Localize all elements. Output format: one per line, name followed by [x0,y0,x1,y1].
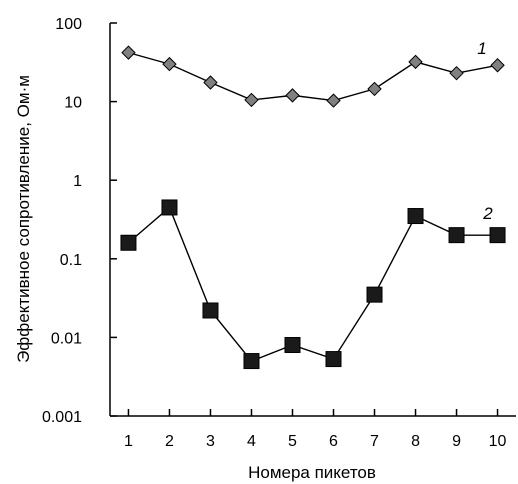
series-2-point [120,234,137,251]
series-1-point [203,75,218,90]
series-1-point [326,93,341,108]
x-ticks: 1 2 3 4 5 6 7 8 9 10 [124,409,507,450]
series-1-point [408,54,423,70]
y-tick-label: 0.1 [60,252,82,269]
series-2-point [284,337,301,354]
series-2-point [325,351,342,368]
series-1-point [367,81,382,97]
x-tick-label: 1 [124,433,133,450]
y-tick-label: 0.001 [42,409,82,426]
x-tick-label: 3 [206,433,215,450]
series-label-1: 1 [477,39,486,58]
x-tick-label: 2 [165,433,174,450]
x-tick-label: 10 [489,433,507,450]
series-2-point [489,227,506,244]
series-1-point [162,56,177,72]
series-2-point [366,286,383,303]
y-tick-label: 0.01 [51,330,82,347]
x-tick-label: 8 [411,433,420,450]
x-tick-label: 7 [370,433,379,450]
series-2-point [161,199,178,216]
series-2-line [127,206,498,362]
series-2-point [202,302,219,319]
series-1-point [285,88,300,103]
x-tick-label: 9 [452,433,461,450]
series-2-point [407,208,424,225]
series-label-2: 2 [482,204,493,223]
y-axis-title: Эффективное сопротивление, Ом·м [14,75,33,363]
series-1-point [244,92,259,108]
x-tick-label: 6 [329,433,338,450]
y-tick-label: 1 [73,173,82,190]
y-tick-label: 10 [64,95,82,112]
y-tick-label: 100 [55,16,82,33]
series-1-line [128,51,498,102]
x-tick-label: 4 [247,433,256,450]
series-layer [120,45,506,370]
x-axis-title: Номера пикетов [248,463,376,482]
series-1-point [121,45,136,60]
series-1-point [490,58,505,73]
y-ticks: 0.001 0.01 0.1 1 10 100 [42,16,117,426]
series-2-point [448,227,465,244]
series-1-point [449,65,464,81]
series-2-point [243,353,260,370]
x-tick-label: 5 [288,433,297,450]
